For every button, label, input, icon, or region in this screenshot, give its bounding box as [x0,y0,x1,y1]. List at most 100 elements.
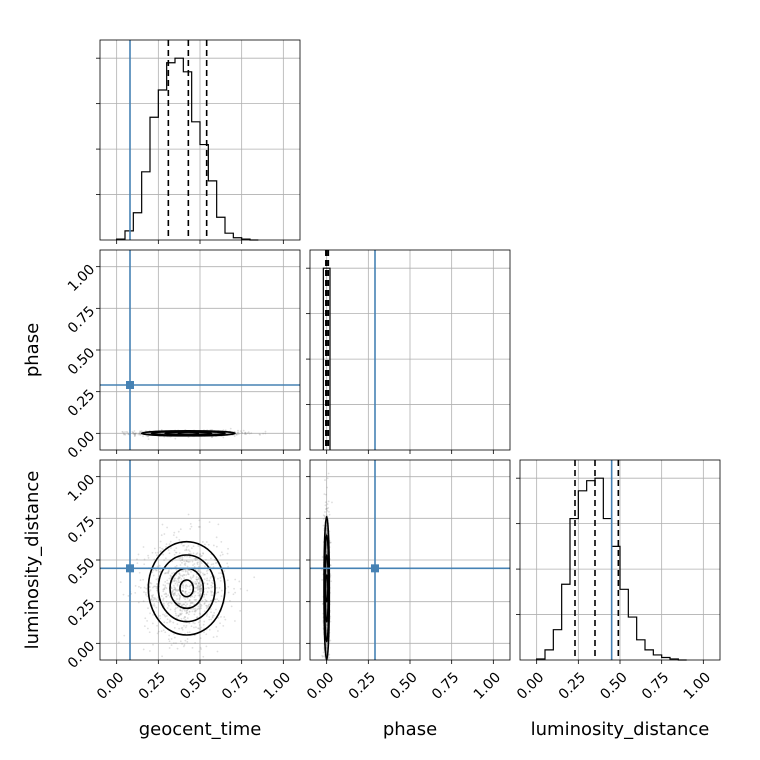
sample-point [167,638,170,641]
sample-point [184,564,187,567]
sample-point [247,431,250,434]
sample-point [196,585,199,587]
sample-point [162,553,165,556]
sample-point [325,571,328,573]
sample-point [196,578,198,581]
sample-point [325,547,328,550]
sample-point [233,430,236,433]
sample-point [146,595,149,598]
sample-point [195,583,198,585]
sample-point [325,602,328,605]
x-tick-label: 0.75 [429,669,462,702]
sample-point [216,591,219,594]
sample-point [326,507,329,510]
sample-point [216,561,219,564]
sample-point [196,586,199,589]
sample-point [196,616,199,619]
sample-point [183,603,185,606]
sample-point [246,589,249,592]
sample-point [324,479,326,481]
sample-point [167,603,169,605]
sample-point [323,655,326,658]
sample-point [194,594,197,597]
sample-point [213,614,215,617]
sample-point [138,432,141,435]
sample-point [180,578,183,580]
sample-point [197,565,200,568]
sample-point [325,651,328,654]
sample-point [155,583,158,585]
sample-point [165,615,168,617]
sample-point [325,569,328,571]
sample-point [184,555,186,558]
sample-point [194,641,197,644]
sample-point [233,587,235,590]
sample-point [196,579,198,581]
sample-point [181,559,184,562]
sample-point [149,589,152,592]
sample-point [216,598,218,601]
sample-point [163,621,166,624]
sample-point [321,556,324,558]
sample-point [209,577,212,579]
sample-point [194,559,197,562]
sample-point [197,561,199,564]
sample-point [160,534,163,537]
sample-point [187,549,190,551]
sample-point [201,587,203,590]
sample-point [205,570,208,572]
sample-point [198,594,201,597]
sample-point [140,430,143,432]
sample-point [145,434,148,437]
sample-point [193,563,196,565]
sample-point [180,542,183,545]
sample-point [190,547,193,550]
sample-point [326,486,328,489]
sample-point [195,582,198,585]
sample-point [211,614,214,617]
sample-point [212,544,215,547]
sample-point [177,577,180,580]
sample-point [185,560,188,563]
sample-point [179,597,181,599]
sample-point [179,594,181,597]
sample-point [218,587,221,589]
sample-point [155,578,158,581]
sample-point [327,472,330,475]
sample-point [262,432,265,435]
sample-point [167,594,170,597]
sample-point [180,617,183,620]
sample-point [324,501,327,504]
y-tick-label: 0.75 [65,303,98,336]
sample-point [180,613,183,616]
sample-point [182,596,185,599]
sample-point [203,593,205,596]
sample-point [224,429,227,432]
sample-point [167,604,170,607]
sample-point [186,640,189,643]
sample-point [196,563,199,566]
sample-point [142,648,145,651]
sample-point [189,596,192,598]
sample-point [156,624,158,627]
sample-point [134,584,137,587]
sample-point [217,600,220,602]
sample-point [210,599,212,602]
sample-point [195,598,198,601]
sample-point [197,582,200,585]
sample-point [171,591,174,594]
sample-point [181,558,184,560]
sample-point [206,579,208,582]
sample-point [212,594,214,597]
sample-point [192,575,195,578]
sample-point [139,430,141,433]
sample-point [211,590,214,593]
y-tick-label: 0.75 [65,513,98,546]
sample-point [174,612,177,615]
sample-point [212,432,215,435]
sample-point [137,601,140,604]
sample-point [197,525,200,528]
sample-point [165,595,167,598]
sample-point [154,585,156,588]
sample-point [162,590,165,593]
